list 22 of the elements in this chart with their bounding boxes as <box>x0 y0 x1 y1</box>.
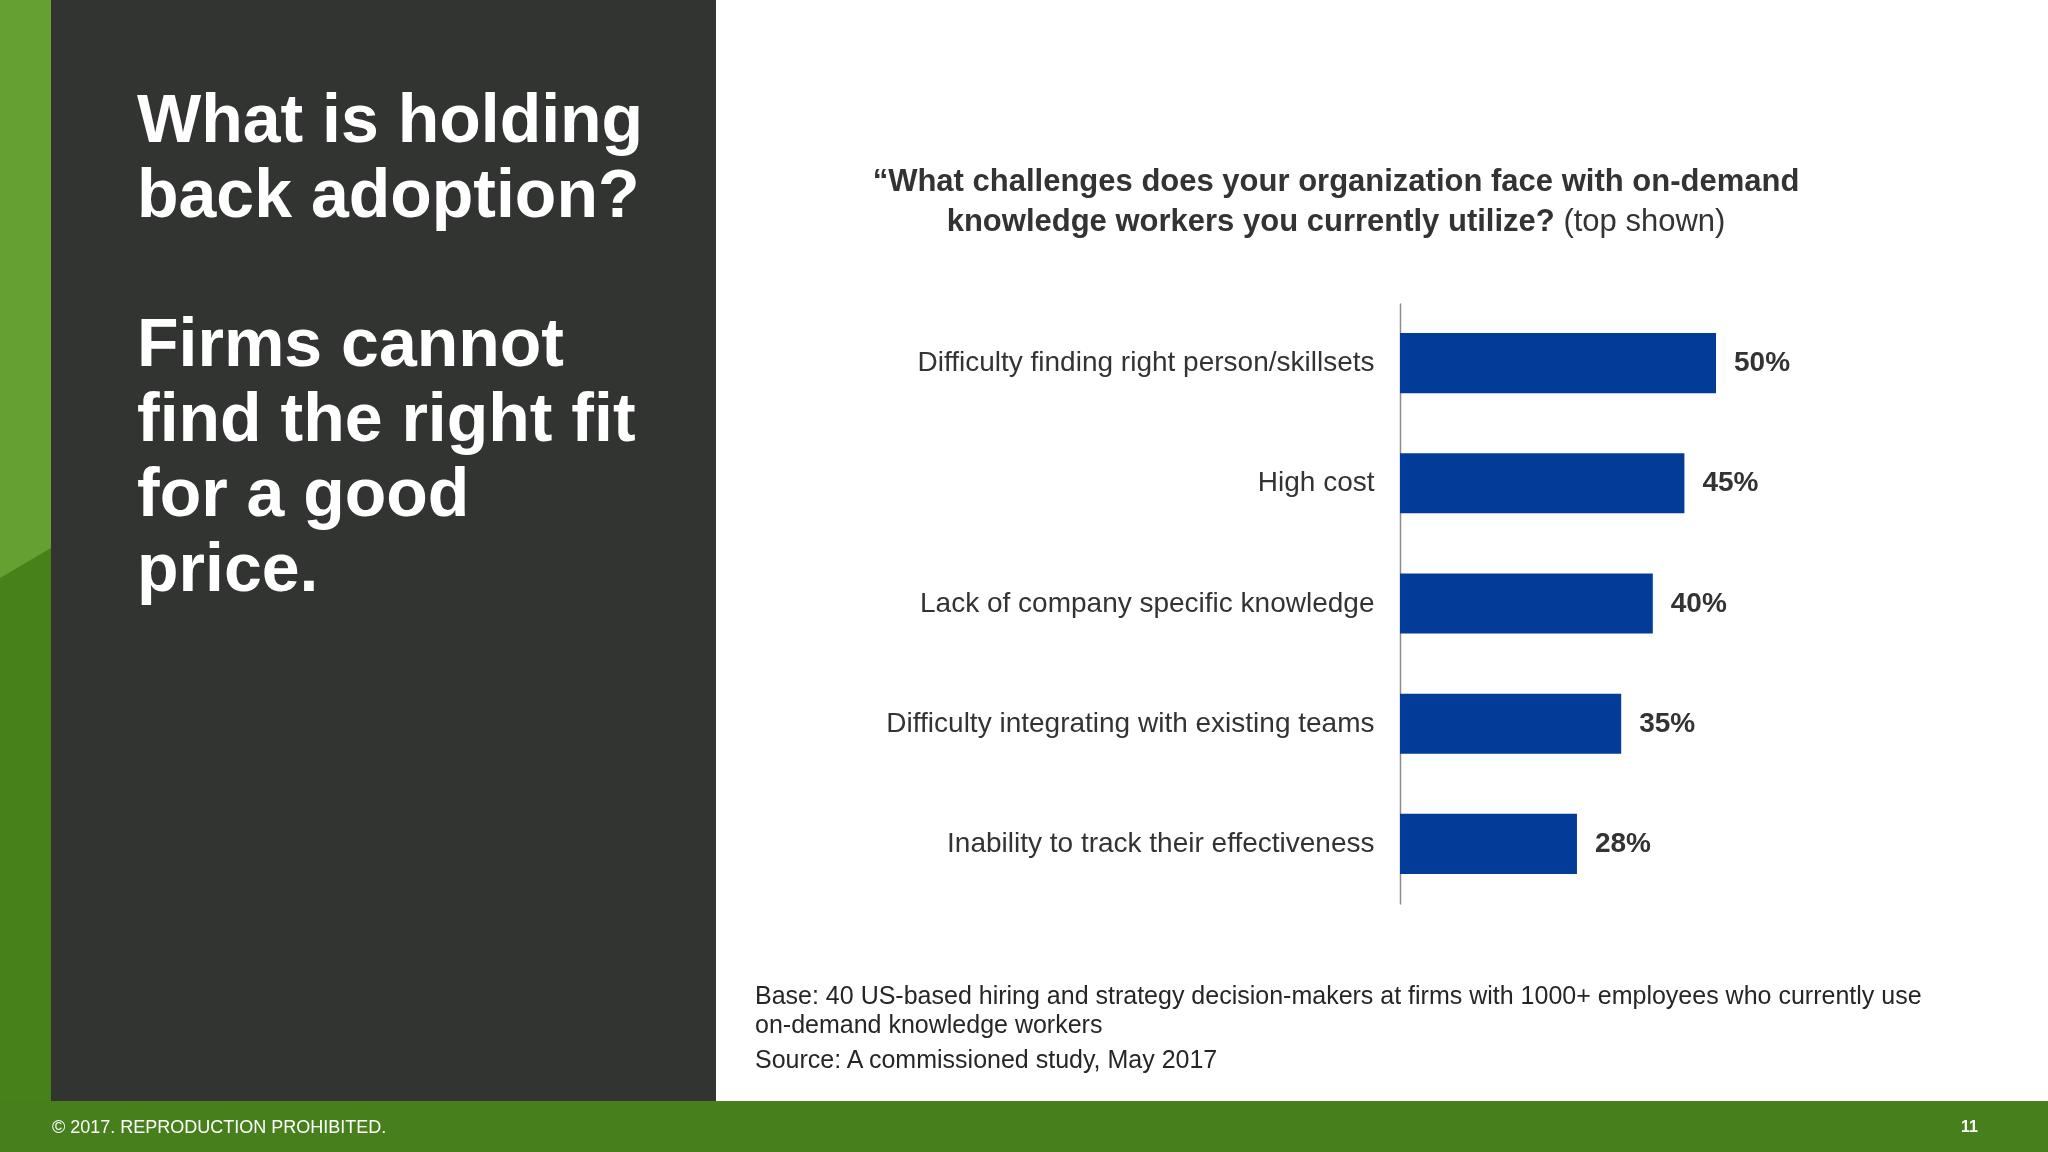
data-label: 45% <box>1702 466 1759 498</box>
data-label: 35% <box>1639 706 1696 738</box>
text: What is holding back adoption? <box>137 80 645 231</box>
text: Base: 40 US-based hiring and strategy decision-makers at firms with 1000+ employees who currently use on-demand knowledge workers <box>755 981 1923 1039</box>
data-label: 50% <box>1734 346 1791 378</box>
y-tick-label: High cost <box>1257 466 1375 498</box>
bar <box>1400 453 1685 514</box>
source-note: Source: A commissioned study, May 2017 <box>755 1045 1219 1074</box>
y-tick-label: Difficulty integrating with existing teams <box>886 706 1375 738</box>
data-label: 28% <box>1594 826 1652 858</box>
chart-title: “What challenges does your organization face with on-demand knowledge workers you currently utilize? (top shown) <box>872 163 1800 238</box>
y-tick-label: Difficulty finding right person/skillsets <box>917 346 1375 378</box>
data-label: 40% <box>1670 586 1727 618</box>
text: Firms cannot find the right fit for a good price. <box>137 304 637 605</box>
text: 11 <box>1961 1118 1978 1135</box>
text: © 2017. REPRODUCTION PROHIBITED. <box>52 1117 387 1137</box>
bar <box>1400 333 1716 394</box>
bar <box>1400 813 1577 874</box>
bar <box>1400 693 1622 754</box>
bar <box>1400 573 1653 634</box>
y-tick-label: Lack of company specific knowledge <box>920 586 1375 618</box>
y-tick-label: Inability to track their effectiveness <box>947 826 1375 858</box>
